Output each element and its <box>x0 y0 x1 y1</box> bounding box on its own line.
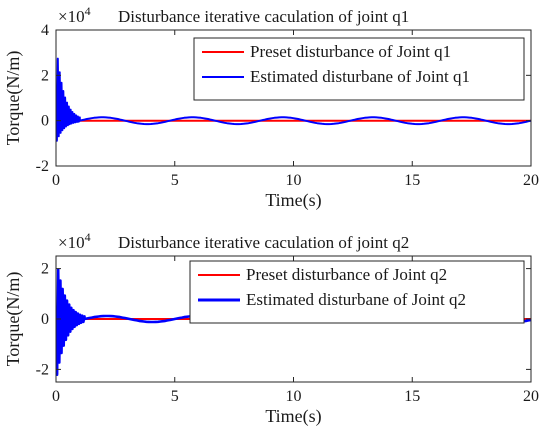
x-tick-label: 10 <box>286 388 302 405</box>
x-tick-label: 15 <box>404 172 420 189</box>
multiplier-exponent: 4 <box>85 4 91 18</box>
multiplier-base: ×10 <box>58 233 85 252</box>
legend-entry-2: Estimated disturbane of Joint q1 <box>250 67 470 86</box>
legend-entry-1: Preset disturbance of Joint q2 <box>246 265 447 284</box>
x-tick-label: 20 <box>523 388 539 405</box>
x-tick-label: 0 <box>52 172 60 189</box>
chart-title: Disturbance iterative caculation of join… <box>118 7 409 26</box>
y-axis-label: Torque(N/m) <box>3 51 24 146</box>
y-axis-label: Torque(N/m) <box>3 272 24 367</box>
legend: Preset disturbance of Joint q1 Estimated … <box>193 37 525 101</box>
axis-multiplier: ×104 <box>58 230 91 252</box>
legend-entry-2: Estimated disturbane of Joint q2 <box>246 290 466 309</box>
axis-multiplier: ×104 <box>58 4 91 26</box>
x-axis-label: Time(s) <box>265 406 321 427</box>
chart-panel-2: 0 5 10 15 20-202×104 Disturbance iterative ca… <box>3 230 539 427</box>
x-tick-label: 20 <box>523 172 539 189</box>
chart-title: Disturbance iterative caculation of join… <box>118 233 409 252</box>
legend: Preset disturbance of Joint q2 Estimated … <box>189 260 525 324</box>
y-tick-label: 4 <box>41 22 49 39</box>
multiplier-exponent: 4 <box>85 230 91 244</box>
x-tick-label: 15 <box>404 388 420 405</box>
y-tick-label: -2 <box>36 361 49 378</box>
x-tick-label: 5 <box>171 388 179 405</box>
multiplier-base: ×10 <box>58 7 85 26</box>
x-axis-label: Time(s) <box>265 190 321 211</box>
y-tick-label: 0 <box>41 113 49 130</box>
x-tick-label: 10 <box>286 172 302 189</box>
y-tick-label: 2 <box>41 261 49 278</box>
series-line-2 <box>56 57 531 142</box>
y-tick-label: -2 <box>36 158 49 175</box>
legend-entry-1: Preset disturbance of Joint q1 <box>250 42 451 61</box>
y-tick-label: 2 <box>41 67 49 84</box>
y-tick-label: 0 <box>41 311 49 328</box>
x-tick-label: 0 <box>52 388 60 405</box>
x-tick-label: 5 <box>171 172 179 189</box>
